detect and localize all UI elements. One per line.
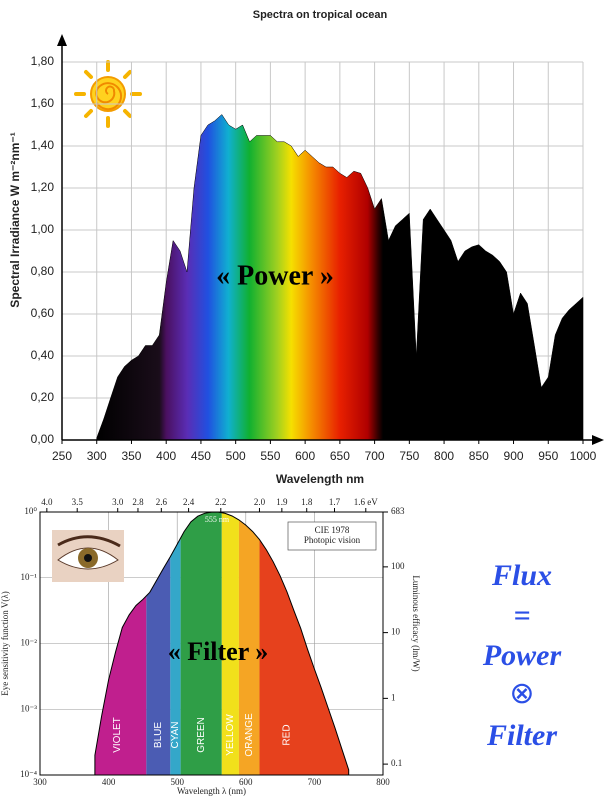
- y-tick-label: 10⁰: [24, 506, 37, 516]
- x-tick-label: 650: [330, 449, 350, 463]
- x-axis-label: Wavelength nm: [276, 472, 364, 486]
- band-label: ORANGE: [244, 713, 255, 757]
- annotation: « Filter »: [168, 637, 269, 666]
- x-tick-label: 550: [260, 449, 280, 463]
- y-tick-label: 0,20: [31, 390, 55, 404]
- x2-tick-label: 4.0: [41, 497, 53, 507]
- band-label: CYAN: [170, 721, 181, 748]
- formula: Flux = Power ⊗ Filter: [482, 559, 562, 752]
- formula-term: Flux: [491, 559, 552, 592]
- y2-tick-label: 683: [391, 506, 405, 516]
- x-tick-label: 400: [102, 777, 116, 787]
- legend-text: CIE 1978: [315, 525, 350, 535]
- x-axis-label: Wavelength λ (nm): [177, 786, 246, 796]
- y2-tick-label: 1: [391, 692, 396, 702]
- x-tick-label: 700: [308, 777, 322, 787]
- eye-photo: [52, 530, 124, 582]
- x-tick-label: 250: [52, 449, 72, 463]
- y2-tick-label: 0.1: [391, 758, 402, 768]
- peak-label: 555 nm: [205, 515, 230, 524]
- x-tick-label: 950: [538, 449, 558, 463]
- formula-operator: =: [513, 599, 530, 632]
- formula-term: Power: [482, 639, 562, 672]
- x2-tick-label: 1.7: [329, 497, 341, 507]
- x-tick-label: 700: [365, 449, 385, 463]
- power-chart: Spectra on tropical ocean Wavelength nm …: [8, 9, 604, 486]
- band-label: BLUE: [153, 722, 164, 748]
- x-tick-label: 450: [191, 449, 211, 463]
- formula-term: Filter: [486, 719, 557, 752]
- x-tick-label: 500: [226, 449, 246, 463]
- x-axis-arrow: [592, 435, 604, 445]
- y-tick-label: 1,00: [31, 222, 55, 236]
- x-tick-label: 600: [295, 449, 315, 463]
- x-tick-label: 300: [87, 449, 107, 463]
- y2-tick-label: 100: [391, 561, 405, 571]
- chart-title: Spectra on tropical ocean: [253, 9, 388, 21]
- y-axis-arrow: [57, 34, 67, 46]
- y-tick-label: 1,20: [31, 180, 55, 194]
- band-label: GREEN: [196, 717, 207, 753]
- y-tick-label: 10⁻³: [21, 703, 38, 713]
- y2-tick-label: 10: [391, 627, 401, 637]
- y-tick-label: 0,40: [31, 348, 55, 362]
- x-tick-label: 1000: [570, 449, 597, 463]
- x-tick-label: 800: [376, 777, 390, 787]
- x2-tick-label: 1.9: [276, 497, 288, 507]
- y-tick-label: 1,40: [31, 138, 55, 152]
- x2-tick-label: 2.8: [132, 497, 144, 507]
- x-tick-label: 750: [399, 449, 419, 463]
- band-label: RED: [282, 724, 293, 745]
- y-tick-label: 1,80: [31, 54, 55, 68]
- y-tick-label: 0,80: [31, 264, 55, 278]
- annotation: « Power »: [216, 260, 334, 291]
- x2-tick-label: 3.0: [112, 497, 124, 507]
- y-tick-label: 0,60: [31, 306, 55, 320]
- y2-axis-label: Luminous efficacy (lm/W): [411, 575, 421, 671]
- y-tick-label: 10⁻¹: [21, 572, 38, 582]
- x2-tick-label: 2.4: [183, 497, 195, 507]
- x2-tick-label: 1.6 eV: [354, 497, 378, 507]
- x-tick-label: 850: [469, 449, 489, 463]
- x-tick-label: 300: [33, 777, 47, 787]
- y-tick-label: 0,00: [31, 432, 55, 446]
- y-axis-label: Eye sensitivity function V(λ): [0, 591, 10, 695]
- x2-tick-label: 1.8: [301, 497, 313, 507]
- x2-tick-label: 2.0: [254, 497, 266, 507]
- legend-text: Photopic vision: [304, 535, 361, 545]
- band-label: YELLOW: [225, 714, 236, 756]
- y-tick-label: 1,60: [31, 96, 55, 110]
- sun-icon: [76, 62, 140, 126]
- page: Spectra on tropical ocean Wavelength nm …: [0, 0, 605, 798]
- band-label: VIOLET: [112, 717, 123, 753]
- x-tick-label: 800: [434, 449, 454, 463]
- x2-tick-label: 2.2: [215, 497, 226, 507]
- x-tick-label: 400: [156, 449, 176, 463]
- x2-tick-label: 2.6: [156, 497, 168, 507]
- formula-operator: ⊗: [509, 677, 534, 710]
- x-tick-label: 350: [121, 449, 141, 463]
- x2-tick-label: 3.5: [72, 497, 84, 507]
- x-tick-label: 900: [504, 449, 524, 463]
- y-axis-label: Spectral Irradiance W m⁻²nm⁻¹: [8, 132, 22, 307]
- y-tick-label: 10⁻²: [21, 638, 38, 648]
